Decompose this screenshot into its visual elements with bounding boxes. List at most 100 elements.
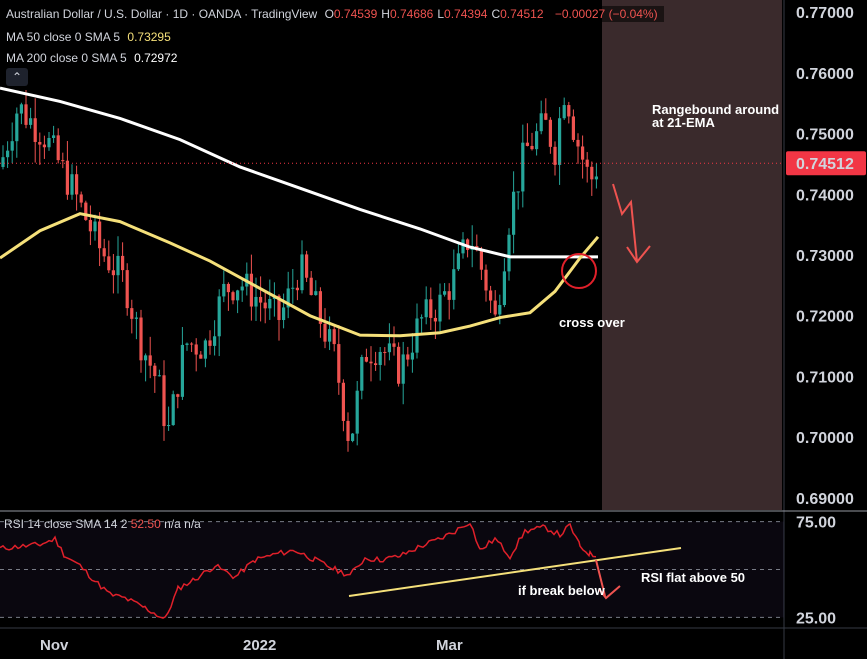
candle [420, 314, 424, 334]
candle [148, 336, 152, 379]
candle [277, 294, 281, 341]
candle [525, 123, 529, 147]
candle [10, 122, 14, 164]
candle [134, 311, 138, 340]
candle [484, 264, 488, 302]
price-tick-label: 0.74000 [796, 187, 854, 204]
candle [286, 271, 290, 319]
ma200-legend-label: MA 200 close 0 SMA 5 [6, 51, 127, 65]
candle [406, 346, 410, 367]
candle [208, 330, 212, 355]
candle [176, 393, 180, 409]
candle [530, 132, 534, 151]
rsi-tick-label: 25.00 [796, 610, 836, 627]
ma200-legend[interactable]: MA 200 close 0 SMA 5 0.72972 [4, 50, 184, 66]
candle [116, 236, 120, 294]
symbol-header: Australian Dollar / U.S. Dollar · 1D · O… [4, 6, 664, 22]
candle [125, 263, 129, 316]
price-tick-label: 0.76000 [796, 66, 854, 83]
candle [571, 109, 575, 143]
candle [355, 381, 359, 446]
ohlc-values: O0.74539 H0.74686 L0.74394 C0.74512 [325, 7, 548, 21]
collapse-legend-chevron-icon[interactable]: ⌃ [6, 68, 28, 86]
time-axis[interactable]: Nov 2022 Mar [40, 637, 463, 654]
candle [93, 214, 97, 241]
rsi-legend[interactable]: RSI 14 close SMA 14 2 52.50 n/a n/a [4, 517, 201, 531]
annotation-break-below: if break below [518, 583, 606, 598]
candle [282, 293, 286, 329]
candlestick-series [1, 90, 598, 452]
candle [341, 379, 345, 432]
ma50-legend-value: 0.73295 [127, 30, 171, 44]
candle [507, 228, 511, 281]
candle [171, 390, 175, 426]
rsi-legend-extra: n/a n/a [164, 517, 201, 531]
candle [102, 238, 106, 262]
down-arrow-annotation [612, 183, 651, 264]
ohlc-key-H: H [381, 7, 390, 21]
candle [111, 253, 115, 294]
time-tick-label: Mar [436, 637, 463, 654]
candle [1, 145, 5, 170]
candle [121, 242, 125, 282]
candle [369, 346, 373, 382]
candle [305, 250, 309, 282]
candle [52, 125, 56, 143]
candle [291, 269, 295, 304]
candle [98, 212, 102, 267]
time-tick-label: 2022 [243, 637, 276, 654]
ohlc-value-H: 0.74686 [389, 7, 434, 21]
ma50-legend[interactable]: MA 50 close 0 SMA 5 0.73295 [4, 29, 177, 45]
candle [240, 278, 244, 302]
candle [130, 299, 134, 334]
candle [567, 101, 571, 124]
candle [576, 133, 580, 164]
candle [38, 132, 42, 165]
candle [493, 290, 497, 317]
candle [318, 287, 322, 338]
candle [162, 360, 166, 441]
candle [144, 353, 148, 382]
candle [185, 342, 189, 351]
price-tick-label: 0.71000 [796, 369, 854, 386]
candle [199, 351, 203, 359]
rsi-line [0, 522, 597, 619]
candle [383, 347, 387, 366]
price-tick-label: 0.70000 [796, 430, 854, 447]
candle [415, 303, 419, 359]
candle [337, 325, 341, 395]
candle [6, 141, 10, 168]
candle [438, 283, 442, 333]
price-tick-label: 0.73000 [796, 248, 854, 265]
candle [443, 283, 447, 297]
price-axis[interactable]: 0.77000 0.76000 0.75000 0.74000 0.73000 0.720… [796, 5, 854, 508]
price-tick-label: 0.77000 [796, 5, 854, 22]
candle [429, 287, 433, 330]
candle [84, 200, 88, 221]
rsi-pane[interactable]: 75.00 25.00 RSI flat above 50 if break belo… [0, 515, 836, 628]
candle [535, 123, 539, 156]
candle [387, 323, 391, 361]
candle [401, 341, 405, 405]
candle [24, 90, 28, 129]
candle [590, 161, 594, 196]
candle [194, 338, 198, 372]
candle [392, 326, 396, 356]
candle [268, 279, 272, 320]
crossover-circle [561, 253, 597, 289]
candle [309, 271, 313, 296]
candle [374, 351, 378, 371]
rsi-trendline [348, 547, 682, 597]
ma200-legend-value: 0.72972 [134, 51, 178, 65]
candle [222, 270, 226, 303]
candle [364, 348, 368, 363]
ma200-line [0, 86, 598, 259]
candle [295, 279, 299, 301]
annotation-rangebound-line1: Rangebound around [652, 102, 779, 117]
candle [314, 280, 318, 296]
candle [447, 283, 451, 320]
candle [558, 107, 562, 185]
last-price-tag: 0.74512 [786, 151, 866, 176]
